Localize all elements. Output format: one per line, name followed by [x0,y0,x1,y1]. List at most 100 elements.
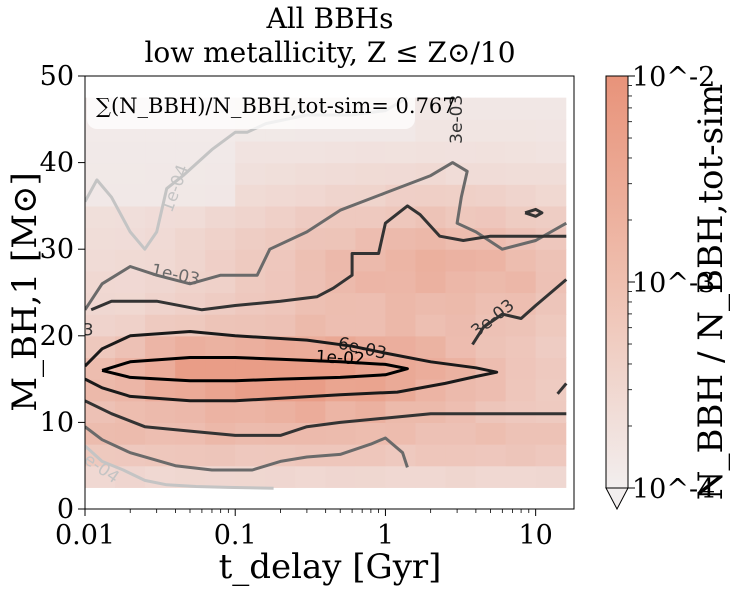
heatmap-cell [325,422,356,445]
heatmap-cell [175,422,206,445]
heatmap-cell [85,249,116,272]
heatmap-cell [505,140,537,164]
heatmap-cell [445,422,477,445]
colorbar-tick-label: 10^-3 [632,268,715,299]
heatmap-cell [445,97,477,120]
colorbar-gradient [605,75,629,489]
annotation-text: ∑(N_BBH)/N_BBH,tot-sim= 0.767 [96,94,456,118]
heatmap-cell [475,227,507,250]
heatmap-cell [355,465,387,488]
heatmap-cell [445,335,477,359]
heatmap-cell [295,465,326,488]
heatmap-cell [85,422,116,445]
heatmap-cell [385,335,417,359]
heatmap-cell [205,400,236,423]
heatmap-cell [415,465,447,488]
contour-line-3e-03 [471,278,568,346]
heatmap-cell [355,140,387,164]
heatmap-cell [355,444,387,467]
heatmap-cell [115,422,146,445]
heatmap-cell [505,335,537,359]
heatmap-cell [475,314,507,337]
heatmap-cell [355,227,387,250]
heatmap-cell [415,292,447,315]
heatmap-cell [475,119,507,142]
heatmap-cell [505,379,537,402]
colorbar-label: N_BBH / N_BBH,tot-sim [691,84,731,500]
heatmap-cell [115,292,146,315]
x-tick-label: 1 [377,520,394,551]
heatmap-cell [385,314,417,337]
heatmap-cell [235,444,266,467]
heatmap-cell [535,227,567,250]
heatmap-cell [445,140,477,164]
heatmap-cell [385,444,417,467]
heatmap-cells [85,97,567,488]
contour-line-1e-03 [85,161,568,311]
heatmap-cell [85,227,116,250]
heatmap-cell [145,140,176,164]
heatmap-cell [295,270,326,294]
heatmap-cell [475,335,507,359]
heatmap-cell [385,205,417,229]
heatmap-cell [535,97,567,120]
heatmap-cell [505,227,537,250]
x-tick-label: 0.01 [55,520,115,551]
heatmap-cell [205,227,236,250]
heatmap-cell [355,270,387,294]
heatmap-cell [265,205,296,229]
heatmap-cell [475,465,507,488]
heatmap-cell [385,140,417,164]
heatmap-cell [415,335,447,359]
heatmap-cell [415,184,447,207]
heatmap-cell [265,379,296,402]
heatmap-cell [415,162,447,185]
contour-line-1e-04 [85,444,274,490]
heatmap-cell [505,270,537,294]
heatmap-cell [325,249,356,272]
annotation-box [87,83,415,129]
heatmap-cell [115,162,146,185]
heatmap-cell [175,184,206,207]
heatmap-cell [325,400,356,423]
heatmap-cell [235,184,266,207]
heatmap-cell [235,335,266,359]
heatmap-cell [175,205,206,229]
heatmap-cell [505,119,537,142]
heatmap-cell [445,292,477,315]
heatmap-cell [175,270,206,294]
heatmap-cell [85,205,116,229]
heatmap-cell [415,97,447,120]
heatmap-cell [445,444,477,467]
heatmap-cell [175,357,206,380]
heatmap-cell [145,335,176,359]
heatmap-cell [535,335,567,359]
heatmap-cell [235,400,266,423]
heatmap-cell [295,205,326,229]
heatmap-cell [235,314,266,337]
heatmap-cell [385,270,417,294]
heatmap-cell [175,335,206,359]
heatmap-cell [445,379,477,402]
contour-line-3e-03 [524,207,544,218]
heatmap-cell [175,227,206,250]
heatmap-cell [85,465,116,488]
heatmap-cell [115,335,146,359]
heatmap-cell [535,162,567,185]
heatmap-cell [205,249,236,272]
heatmap-cell [175,379,206,402]
heatmap-cell [415,270,447,294]
colorbar-tick-label: 10^-4 [632,474,715,505]
heatmap-cell [265,140,296,164]
heatmap-cell [205,379,236,402]
heatmap-cell [265,162,296,185]
heatmap-cell [235,357,266,380]
heatmap-cell [295,184,326,207]
heatmap-cell [415,422,447,445]
contour-label: 3e-03 [447,95,467,144]
contour-line-1e-03 [85,425,409,472]
heatmap-cell [325,184,356,207]
heatmap-cell [295,162,326,185]
heatmap-cell [265,249,296,272]
heatmap-cell [475,400,507,423]
